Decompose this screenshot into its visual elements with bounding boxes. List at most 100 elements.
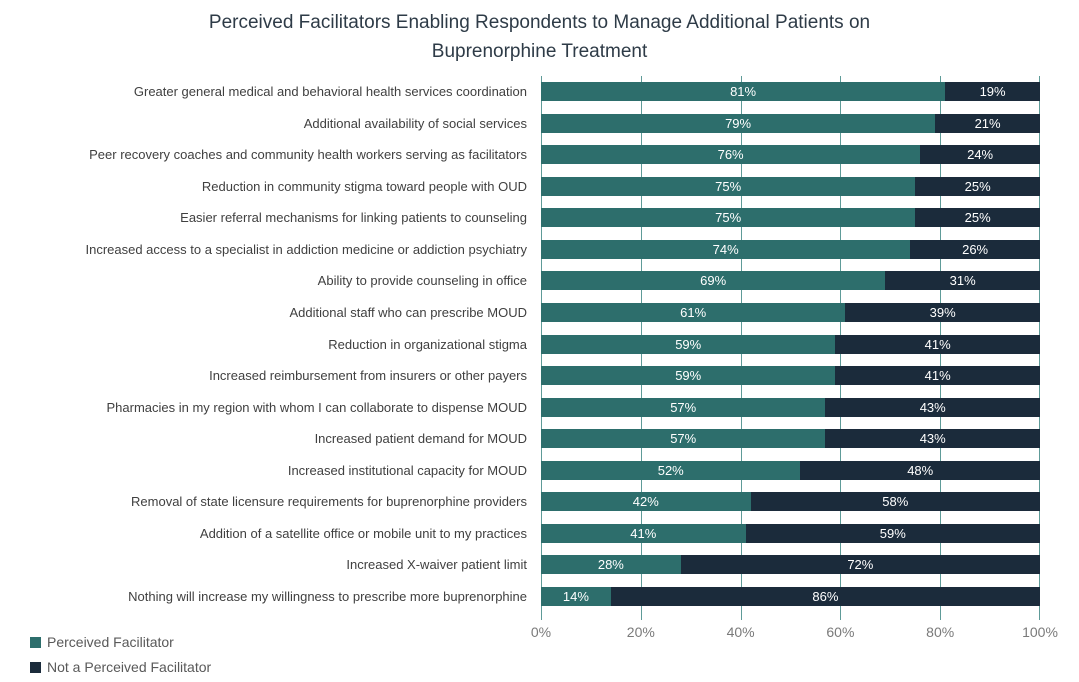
x-axis-tick-label: 100% (1022, 624, 1058, 640)
bar-value-label: 41% (924, 368, 951, 384)
x-axis-tick-label: 20% (626, 624, 655, 640)
facilitator-bar-segment: 52% (541, 460, 801, 480)
bar-value-label: 75% (715, 210, 742, 226)
category-label: Greater general medical and behavioral h… (133, 84, 527, 100)
x-axis-tick-label: 0% (530, 624, 552, 640)
plot-area: 81% 19% 79% 21% 76% 24% 75% 25% 75% 25% 74% 26% 69% 3… (541, 76, 1040, 612)
bar-value-label: 58% (882, 494, 909, 510)
facilitator-bar-segment: 75% (541, 176, 916, 196)
bar-value-label: 79% (725, 115, 752, 131)
bar-row: 52% 48% (541, 454, 1040, 486)
category-label: Increased patient demand for MOUD (314, 431, 527, 447)
not-facilitator-bar-segment: 31% (885, 271, 1040, 291)
bar-value-label: 41% (924, 336, 951, 352)
facilitator-bar-segment: 61% (541, 302, 846, 322)
bar-value-label: 52% (657, 462, 684, 478)
facilitator-bar-segment: 59% (541, 334, 836, 354)
not-facilitator-bar-segment: 25% (915, 176, 1040, 196)
bar-row: 61% 39% (541, 297, 1040, 329)
bar-value-label: 75% (715, 178, 742, 194)
bar-row: 79% 21% (541, 108, 1040, 140)
bar-value-label: 43% (919, 431, 946, 447)
facilitator-bar-segment: 59% (541, 366, 836, 386)
facilitator-bar-segment: 57% (541, 429, 826, 449)
stacked-bar: 81% 19% (541, 82, 1040, 102)
category-label: Pharmacies in my region with whom I can … (106, 399, 527, 415)
category-label: Reduction in community stigma toward peo… (201, 178, 527, 194)
bar-row: 59% 41% (541, 328, 1040, 360)
category-label: Increased access to a specialist in addi… (85, 241, 527, 257)
not-facilitator-bar-segment: 43% (825, 397, 1040, 417)
bar-value-label: 86% (812, 588, 839, 604)
facilitator-bar-segment: 79% (541, 113, 936, 133)
facilitator-bar-segment: 76% (541, 145, 921, 165)
category-label: Removal of state licensure requirements … (131, 494, 527, 510)
legend-swatch-not-perceived-facilitator (30, 661, 41, 673)
facilitator-bar-segment: 69% (541, 271, 886, 291)
stacked-bar: 57% 43% (541, 429, 1040, 449)
category-axis: Greater general medical and behavioral h… (0, 76, 534, 612)
stacked-bar: 59% 41% (541, 366, 1040, 386)
chart-title: Perceived Facilitators Enabling Responde… (208, 12, 871, 63)
bar-value-label: 19% (979, 84, 1006, 100)
bar-value-label: 57% (670, 399, 697, 415)
bar-row: 69% 31% (541, 265, 1040, 297)
facilitator-bar-segment: 81% (541, 82, 946, 102)
stacked-bar: 76% 24% (541, 145, 1040, 165)
bar-row: 41% 59% (541, 517, 1040, 549)
not-facilitator-bar-segment: 39% (845, 302, 1040, 322)
stacked-bar: 28% 72% (541, 555, 1040, 575)
stacked-bar: 42% 58% (541, 492, 1040, 512)
legend-item-perceived-facilitator: Perceived Facilitator (30, 634, 211, 650)
not-facilitator-bar-segment: 86% (610, 586, 1040, 606)
bar-value-label: 43% (919, 399, 946, 415)
stacked-bar: 69% 31% (541, 271, 1040, 291)
legend-swatch-perceived-facilitator (30, 636, 41, 648)
category-label: Additional availability of social servic… (303, 115, 527, 131)
category-label: Increased X-waiver patient limit (346, 557, 527, 573)
category-label: Increased reimbursement from insurers or… (209, 368, 527, 384)
not-facilitator-bar-segment: 26% (910, 239, 1040, 259)
bar-value-label: 74% (712, 241, 739, 257)
bar-value-label: 76% (717, 147, 744, 163)
legend-item-not-perceived-facilitator: Not a Perceived Facilitator (30, 659, 211, 675)
bar-row: 75% 25% (541, 171, 1040, 203)
not-facilitator-bar-segment: 24% (920, 145, 1040, 165)
stacked-bar: 52% 48% (541, 460, 1040, 480)
bar-value-label: 26% (962, 241, 989, 257)
bar-value-label: 61% (680, 304, 707, 320)
stacked-bar: 57% 43% (541, 397, 1040, 417)
category-label: Peer recovery coaches and community heal… (89, 147, 527, 163)
bar-value-label: 48% (907, 462, 934, 478)
bar-value-label: 25% (964, 178, 991, 194)
x-axis-tick-label: 40% (726, 624, 755, 640)
bar-row: 57% 43% (541, 423, 1040, 455)
bar-row: 28% 72% (541, 549, 1040, 581)
x-axis-tick-label: 60% (826, 624, 855, 640)
category-label: Increased institutional capacity for MOU… (287, 462, 527, 478)
bar-value-label: 59% (675, 336, 702, 352)
not-facilitator-bar-segment: 41% (835, 366, 1040, 386)
facilitator-bar-segment: 42% (541, 492, 751, 512)
stacked-bar: 41% 59% (541, 523, 1040, 543)
stacked-bar: 59% 41% (541, 334, 1040, 354)
category-label: Ability to provide counseling in office (317, 273, 527, 289)
stacked-bar: 75% 25% (541, 176, 1040, 196)
bar-row: 81% 19% (541, 76, 1040, 108)
bar-value-label: 31% (949, 273, 976, 289)
bar-value-label: 59% (675, 368, 702, 384)
x-axis: 0% 20% 40% 60% 80% 100% (531, 624, 1058, 644)
facilitator-bar-segment: 41% (541, 523, 746, 543)
legend: Perceived Facilitator Not a Perceived Fa… (30, 634, 211, 675)
bar-value-label: 69% (700, 273, 727, 289)
stacked-bar: 74% 26% (541, 239, 1040, 259)
bar-value-label: 42% (632, 494, 659, 510)
bar-value-label: 28% (597, 557, 624, 573)
bar-row: 59% 41% (541, 360, 1040, 392)
not-facilitator-bar-segment: 25% (915, 208, 1040, 228)
bar-row: 74% 26% (541, 234, 1040, 266)
bar-value-label: 39% (929, 304, 956, 320)
not-facilitator-bar-segment: 72% (680, 555, 1040, 575)
not-facilitator-bar-segment: 19% (945, 82, 1040, 102)
stacked-bar: 61% 39% (541, 302, 1040, 322)
